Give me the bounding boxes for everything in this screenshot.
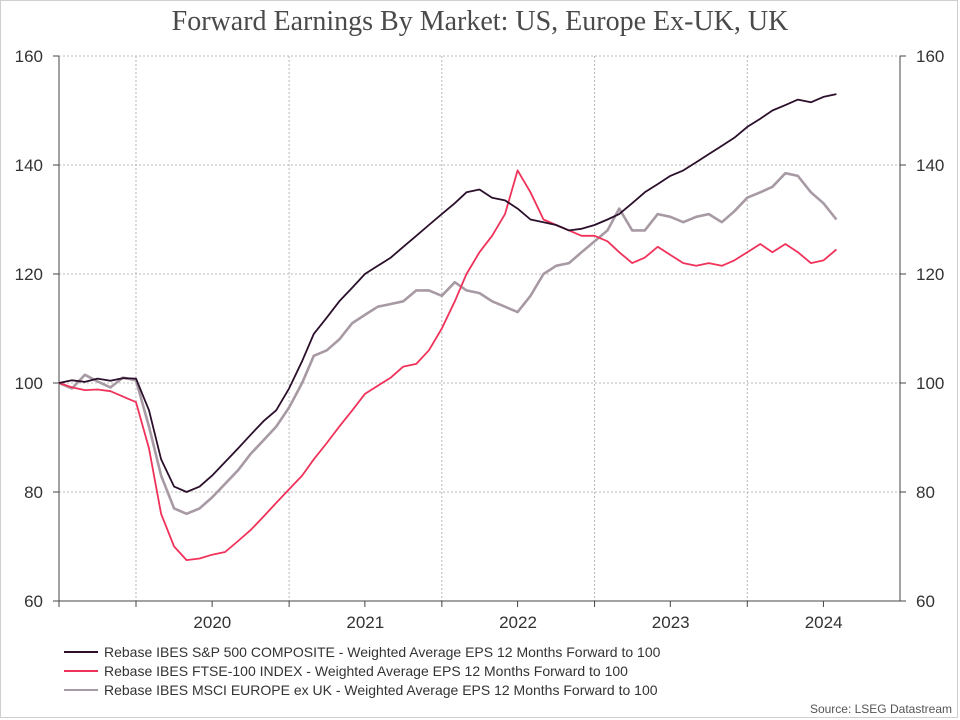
source-note: Source: LSEG Datastream <box>809 702 952 716</box>
y-tick-label-right: 80 <box>916 483 935 502</box>
legend-item-ftse100: Rebase IBES FTSE-100 INDEX - Weighted Av… <box>64 661 660 680</box>
legend-swatch-msci-europe-ex-uk <box>64 688 98 691</box>
legend-label-ftse100: Rebase IBES FTSE-100 INDEX - Weighted Av… <box>104 662 628 679</box>
x-tick-label: 2020 <box>193 613 231 632</box>
y-tick-label-left: 100 <box>15 374 43 393</box>
y-tick-label-left: 140 <box>15 156 43 175</box>
y-tick-label-right: 160 <box>916 47 944 66</box>
series-line-msci-europe-ex-uk <box>58 171 838 516</box>
chart-title: Forward Earnings By Market: US, Europe E… <box>171 6 789 37</box>
legend: Rebase IBES S&P 500 COMPOSITE - Weighted… <box>64 642 660 699</box>
y-tick-label-left: 60 <box>24 592 43 611</box>
y-tick-label-left: 120 <box>15 265 43 284</box>
legend-label-sp500: Rebase IBES S&P 500 COMPOSITE - Weighted… <box>104 643 661 660</box>
x-tick-label: 2024 <box>805 613 843 632</box>
y-tick-label-left: 80 <box>24 483 43 502</box>
legend-item-msci-europe-ex-uk: Rebase IBES MSCI EUROPE ex UK - Weighted… <box>64 680 660 699</box>
series-line-sp500 <box>58 93 837 493</box>
legend-item-sp500: Rebase IBES S&P 500 COMPOSITE - Weighted… <box>64 642 660 661</box>
x-tick-label: 2021 <box>346 613 384 632</box>
legend-label-msci-europe-ex-uk: Rebase IBES MSCI EUROPE ex UK - Weighted… <box>104 681 658 698</box>
y-tick-label-right: 140 <box>916 156 944 175</box>
x-tick-label: 2022 <box>499 613 537 632</box>
y-tick-label-left: 160 <box>15 47 43 66</box>
series-line-ftse100 <box>58 169 837 561</box>
y-tick-label-right: 120 <box>916 265 944 284</box>
y-tick-label-right: 60 <box>916 592 935 611</box>
x-tick-label: 2023 <box>652 613 690 632</box>
y-tick-label-right: 100 <box>916 374 944 393</box>
legend-swatch-sp500 <box>64 650 98 653</box>
legend-swatch-ftse100 <box>64 669 98 672</box>
